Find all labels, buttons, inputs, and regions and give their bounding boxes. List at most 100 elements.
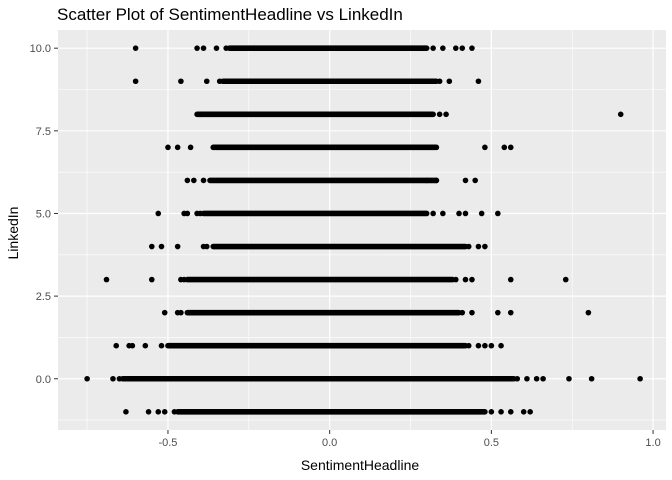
data-point: [84, 375, 90, 382]
data-point: [452, 276, 459, 283]
data-point: [527, 409, 533, 415]
data-point: [194, 45, 200, 51]
data-point: [488, 342, 495, 349]
data-point: [514, 375, 521, 382]
data-point: [178, 78, 184, 85]
data-point: [520, 409, 527, 415]
data-point: [566, 375, 572, 382]
data-point: [533, 375, 540, 382]
x-tick-label: -0.5: [158, 437, 177, 449]
y-tick-label: 7.5: [36, 126, 51, 138]
data-point: [637, 375, 643, 382]
data-point: [472, 177, 478, 184]
data-point: [524, 375, 530, 382]
data-point: [129, 342, 136, 349]
data-point: [132, 45, 139, 51]
data-point: [197, 210, 204, 217]
data-point: [161, 309, 168, 316]
x-tick-label: 1.0: [645, 437, 660, 449]
data-point: [161, 409, 168, 415]
data-point: [459, 45, 466, 51]
data-point: [617, 111, 624, 118]
data-point: [462, 276, 469, 283]
y-tick-label: 5.0: [36, 208, 51, 220]
data-point: [507, 276, 514, 283]
data-point: [482, 342, 488, 349]
data-point: [469, 309, 475, 316]
plot-panel: [58, 30, 666, 430]
data-point: [469, 45, 475, 51]
data-point: [498, 409, 504, 415]
x-axis: -0.5 0.0 0.5 1.0: [158, 430, 661, 449]
data-point: [203, 243, 210, 250]
data-point: [155, 210, 162, 217]
chart-title: Scatter Plot of SentimentHeadline vs Lin…: [57, 5, 403, 24]
data-point: [436, 111, 443, 118]
data-point: [588, 375, 595, 382]
y-tick-label: 2.5: [36, 291, 51, 303]
data-point: [423, 177, 430, 184]
data-point: [113, 342, 120, 349]
data-point: [216, 78, 223, 85]
y-axis: 0.0 2.5 5.0 7.5 10.0: [30, 43, 58, 386]
data-point: [132, 78, 139, 85]
data-point: [430, 210, 436, 217]
data-point: [436, 78, 443, 85]
data-point: [174, 144, 181, 151]
y-tick-label: 10.0: [30, 43, 51, 55]
data-point: [223, 45, 229, 51]
data-point: [475, 243, 482, 250]
data-point: [145, 409, 152, 415]
y-axis-title: LinkedIn: [5, 207, 21, 260]
data-point: [165, 144, 171, 151]
data-point: [103, 276, 110, 283]
minor-gridlines: [58, 30, 666, 430]
data-point: [158, 243, 165, 250]
x-tick-label: 0.5: [484, 437, 499, 449]
data-point: [495, 309, 501, 316]
data-point: [475, 342, 482, 349]
data-points: [84, 45, 643, 415]
data-point: [110, 375, 116, 382]
data-point: [475, 78, 482, 85]
data-point: [158, 342, 165, 349]
data-point: [171, 409, 178, 415]
data-point: [478, 210, 485, 217]
data-point: [200, 177, 207, 184]
data-point: [148, 243, 155, 250]
data-point: [456, 210, 462, 217]
data-point: [482, 243, 488, 250]
data-point: [465, 342, 472, 349]
data-point: [187, 144, 194, 151]
data-point: [462, 177, 469, 184]
y-tick-label: 0.0: [36, 374, 51, 386]
x-tick-label: 0.0: [322, 437, 337, 449]
data-point: [507, 409, 514, 415]
data-point: [507, 309, 514, 316]
data-point: [184, 177, 191, 184]
data-point: [200, 45, 207, 51]
data-point: [498, 342, 504, 349]
data-point: [197, 111, 204, 118]
data-point: [482, 144, 488, 151]
data-point: [181, 276, 187, 283]
data-point: [440, 210, 446, 217]
data-point: [443, 111, 449, 118]
data-point: [191, 177, 197, 184]
data-point: [459, 309, 466, 316]
data-point: [465, 243, 472, 250]
data-point: [148, 276, 155, 283]
x-axis-title: SentimentHeadline: [301, 457, 420, 473]
data-point: [488, 409, 495, 415]
data-point: [501, 144, 508, 151]
data-point: [184, 210, 191, 217]
data-point: [430, 45, 436, 51]
data-point: [585, 309, 592, 316]
data-point: [433, 177, 440, 184]
data-point: [155, 409, 162, 415]
data-point: [462, 210, 469, 217]
data-point: [440, 45, 446, 51]
data-point: [446, 78, 453, 85]
data-point: [116, 375, 123, 382]
